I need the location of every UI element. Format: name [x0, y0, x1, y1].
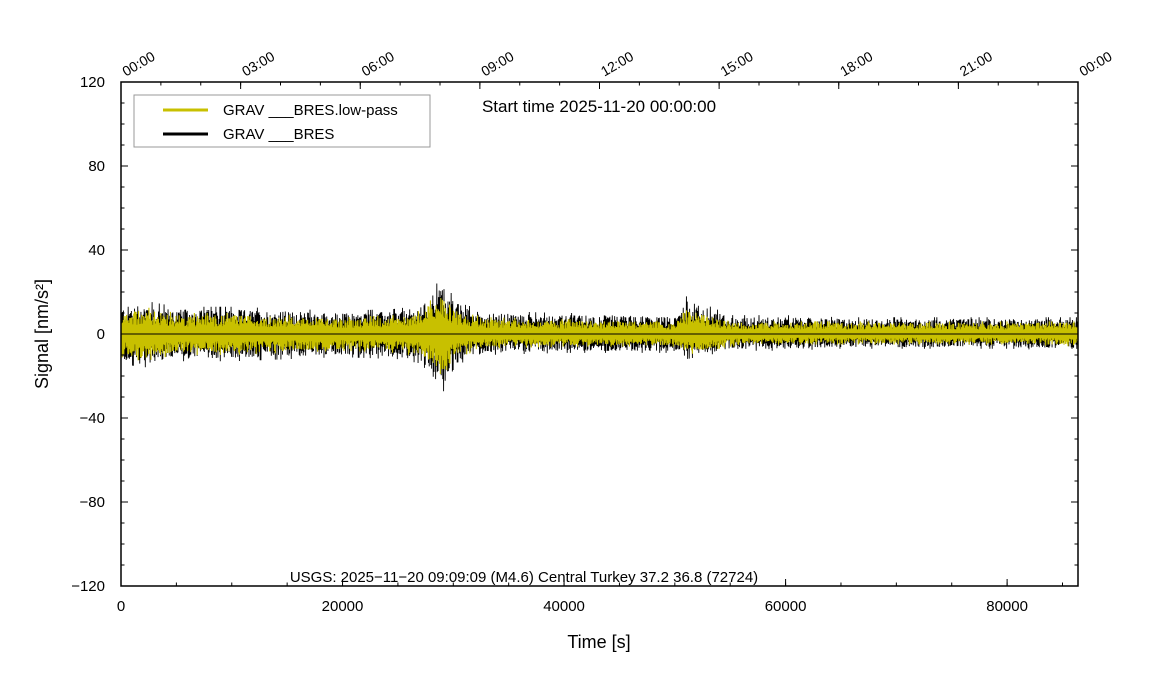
top-time-label: 12:00 — [598, 48, 637, 79]
top-time-label: 06:00 — [359, 48, 398, 79]
x-tick-label: 0 — [117, 598, 125, 615]
y-tick-label: −120 — [71, 578, 105, 595]
chart-title: Start time 2025-11-20 00:00:00 — [482, 97, 716, 116]
top-time-label: 09:00 — [478, 48, 517, 79]
top-time-label: 03:00 — [239, 48, 278, 79]
top-time-label: 21:00 — [957, 48, 996, 79]
x-axis-label: Time [s] — [567, 632, 630, 652]
legend-label: GRAV ___BRES — [223, 126, 334, 143]
y-tick-label: 80 — [88, 158, 105, 175]
x-tick-label: 60000 — [765, 598, 807, 615]
series-line-1 — [120, 298, 1079, 375]
x-tick-label: 20000 — [322, 598, 364, 615]
y-tick-label: −80 — [80, 494, 105, 511]
legend-label: GRAV ___BRES.low-pass — [223, 102, 398, 119]
series-line-0 — [120, 283, 1079, 392]
y-tick-label: 0 — [97, 326, 105, 343]
x-tick-label: 80000 — [986, 598, 1028, 615]
y-tick-label: −40 — [80, 410, 105, 427]
top-time-label: 15:00 — [717, 48, 756, 79]
x-tick-label: 40000 — [543, 598, 585, 615]
y-tick-label: 120 — [80, 74, 105, 91]
y-axis-label: Signal [nm/s²] — [32, 279, 52, 389]
earthquake-annotation: USGS: 2025−11−20 09:09:09 (M4.6) Central… — [290, 569, 758, 586]
legend-box — [133, 94, 431, 148]
legend: GRAV ___BRES.low-pass GRAV ___BRES — [133, 94, 431, 148]
top-time-label: 00:00 — [1076, 48, 1115, 79]
top-time-label: 00:00 — [119, 48, 158, 79]
top-time-label: 18:00 — [837, 48, 876, 79]
y-tick-label: 40 — [88, 242, 105, 259]
signal-traces — [120, 283, 1079, 392]
